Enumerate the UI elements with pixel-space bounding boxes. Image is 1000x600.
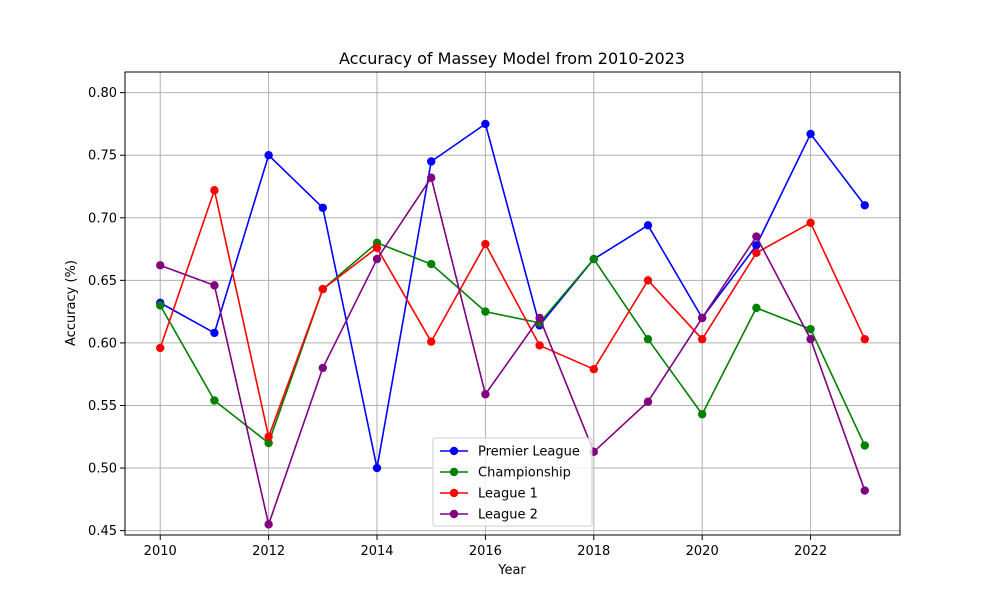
y-tick-label: 0.80: [88, 86, 117, 101]
legend-label: Championship: [478, 466, 571, 481]
data-point: [860, 201, 869, 210]
data-point: [643, 397, 653, 406]
data-point: [427, 259, 436, 269]
y-tick-label: 0.65: [88, 274, 117, 289]
data-point: [860, 486, 869, 495]
y-tick-label: 0.70: [88, 211, 117, 226]
legend-label: League 1: [478, 487, 538, 502]
data-point: [752, 232, 761, 241]
x-tick-label: 2010: [144, 544, 177, 559]
data-point: [427, 157, 436, 166]
x-tick-label: 2012: [252, 544, 285, 559]
data-point: [264, 432, 273, 441]
data-point: [210, 281, 219, 290]
data-point: [752, 248, 761, 258]
data-point: [210, 186, 219, 195]
data-point: [752, 241, 761, 250]
data-point: [318, 203, 328, 212]
data-point: [697, 410, 707, 419]
data-point: [318, 284, 328, 294]
data-point: [427, 173, 436, 182]
data-point: [210, 396, 219, 405]
data-point: [860, 441, 869, 450]
data-point: [643, 276, 653, 285]
series-line: [159, 242, 866, 446]
legend-item: League 2: [440, 508, 538, 523]
data-point: [697, 334, 707, 344]
data-point: [752, 303, 761, 313]
series-line: [159, 176, 866, 526]
data-point: [806, 218, 815, 227]
data-point: [481, 307, 490, 316]
series-championship: [156, 238, 869, 450]
legend-item: League 1: [440, 487, 538, 502]
y-tick-label: 0.60: [88, 336, 117, 351]
data-point: [806, 324, 815, 334]
data-point: [806, 129, 815, 139]
data-point: [156, 301, 165, 310]
data-point: [156, 343, 165, 353]
plot-frame: [124, 71, 901, 536]
legend-marker: [449, 446, 459, 456]
x-axis-label: Year: [497, 563, 526, 578]
data-point: [535, 313, 544, 323]
data-point: [210, 328, 219, 338]
series-line: [159, 189, 866, 438]
data-point: [481, 390, 490, 399]
y-tick-label: 0.45: [88, 524, 117, 539]
x-tick-label: 2018: [577, 544, 610, 559]
legend-marker: [449, 509, 459, 519]
data-point: [372, 463, 382, 473]
data-point: [264, 151, 273, 160]
legend-label: League 2: [478, 508, 538, 523]
data-point: [481, 119, 490, 129]
y-tick-label: 0.50: [88, 462, 117, 477]
data-point: [156, 261, 165, 270]
data-point: [643, 334, 653, 344]
x-tick-label: 2022: [794, 544, 827, 559]
ticks: 2010 2012 2014 2016 2018 2020 2022 0.45 0.50 0.55…: [88, 86, 827, 559]
data-point: [860, 334, 869, 344]
y-axis-label: Accuracy (%): [64, 260, 79, 346]
data-point: [481, 239, 490, 249]
legend-item: Premier League: [440, 445, 580, 460]
data-point: [589, 364, 598, 374]
data-point: [643, 221, 653, 230]
y-tick-label: 0.55: [88, 399, 117, 414]
legend-box: [432, 437, 593, 527]
legend: Premier League Championship League 1 League…: [432, 437, 593, 527]
data-point: [372, 254, 382, 264]
chart-title: Accuracy of Massey Model from 2010-2023: [339, 49, 685, 68]
data-point: [806, 334, 815, 344]
x-tick-label: 2020: [686, 544, 719, 559]
data-point: [427, 337, 436, 346]
series-league-1: [156, 186, 869, 441]
data-point: [535, 341, 544, 350]
legend-item: Championship: [440, 466, 571, 481]
legend-label: Premier League: [478, 445, 580, 460]
grid: [125, 72, 900, 535]
legend-marker: [449, 467, 459, 477]
data-point: [372, 243, 382, 253]
x-tick-label: 2014: [360, 544, 393, 559]
data-point: [318, 363, 328, 373]
series-layer: [156, 119, 869, 529]
legend-marker: [449, 488, 459, 498]
data-point: [264, 438, 273, 448]
data-point: [264, 520, 273, 529]
data-point: [589, 254, 598, 264]
x-tick-label: 2016: [469, 544, 502, 559]
series-line: [159, 123, 866, 469]
y-tick-label: 0.75: [88, 149, 117, 164]
data-point: [697, 313, 707, 323]
